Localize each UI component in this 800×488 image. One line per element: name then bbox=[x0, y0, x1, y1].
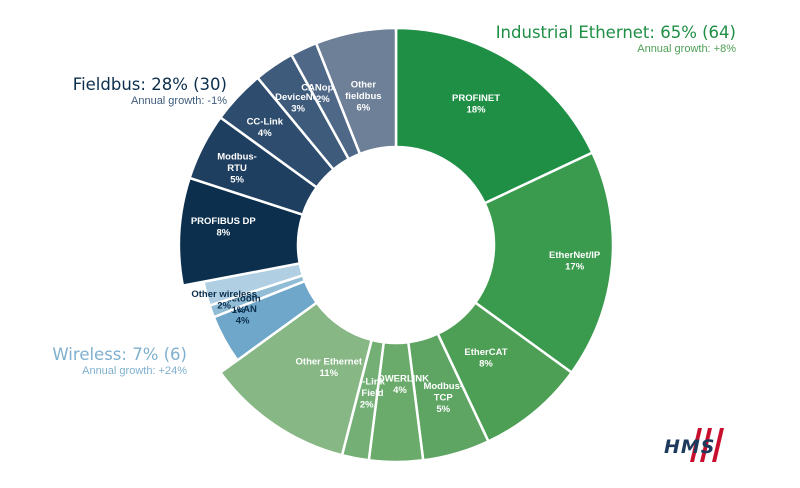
hms-logo-mark-icon bbox=[690, 428, 724, 462]
industrial-ethernet-title: Industrial Ethernet: 65% (64) bbox=[495, 23, 736, 42]
slice-label-modbus-tcp: Modbus-TCP 5% bbox=[423, 381, 463, 415]
slice-label-cc-link-ie-field: CC-Link IE Field 2% bbox=[348, 377, 385, 411]
hms-logo-text: HMS bbox=[664, 436, 716, 458]
slice-other-ethernet bbox=[218, 300, 374, 457]
slice-profinet bbox=[394, 26, 595, 205]
slice-label-profibus-dp: PROFIBUS DP 8% bbox=[191, 216, 257, 239]
slice-label-cc-link: CC-Link 4% bbox=[247, 117, 284, 139]
slice-label-ethernet-ip: EtherNet/IP 17% bbox=[549, 250, 601, 273]
slice-label-canopen: CANopen 2% bbox=[301, 83, 344, 106]
slice-label-powerlink: POWERLINK 4% bbox=[371, 374, 429, 397]
slice-ethernet-ip bbox=[473, 150, 615, 375]
slice-label-other-fieldbus: Other fieldbus 6% bbox=[345, 79, 381, 113]
slice-label-devicenet: DeviceNet 3% bbox=[275, 92, 322, 115]
slice-label-modbus-rtu: Modbus-RTU 5% bbox=[217, 152, 257, 186]
slice-label-other-ethernet: Other Ethernet 11% bbox=[296, 356, 363, 379]
fieldbus-growth: Annual growth: -1% bbox=[131, 95, 227, 107]
slice-label-wlan: WLAN 4% bbox=[228, 304, 257, 327]
hms-logo: HMS bbox=[664, 428, 736, 462]
industrial-ethernet-growth: Annual growth: +8% bbox=[637, 43, 736, 55]
wireless-growth: Annual growth: +24% bbox=[82, 365, 187, 377]
wireless-title: Wireless: 7% (6) bbox=[52, 345, 187, 364]
slice-label-bluetooth: Bluetooth 1% bbox=[216, 293, 261, 316]
fieldbus-title: Fieldbus: 28% (30) bbox=[72, 75, 227, 94]
slice-label-ethercat: EtherCAT 8% bbox=[464, 347, 507, 370]
slice-label-profinet: PROFINET 18% bbox=[452, 93, 500, 116]
slice-label-other-wireless: Other wireless 2% bbox=[191, 289, 256, 312]
slice-other-fieldbus bbox=[314, 26, 398, 156]
